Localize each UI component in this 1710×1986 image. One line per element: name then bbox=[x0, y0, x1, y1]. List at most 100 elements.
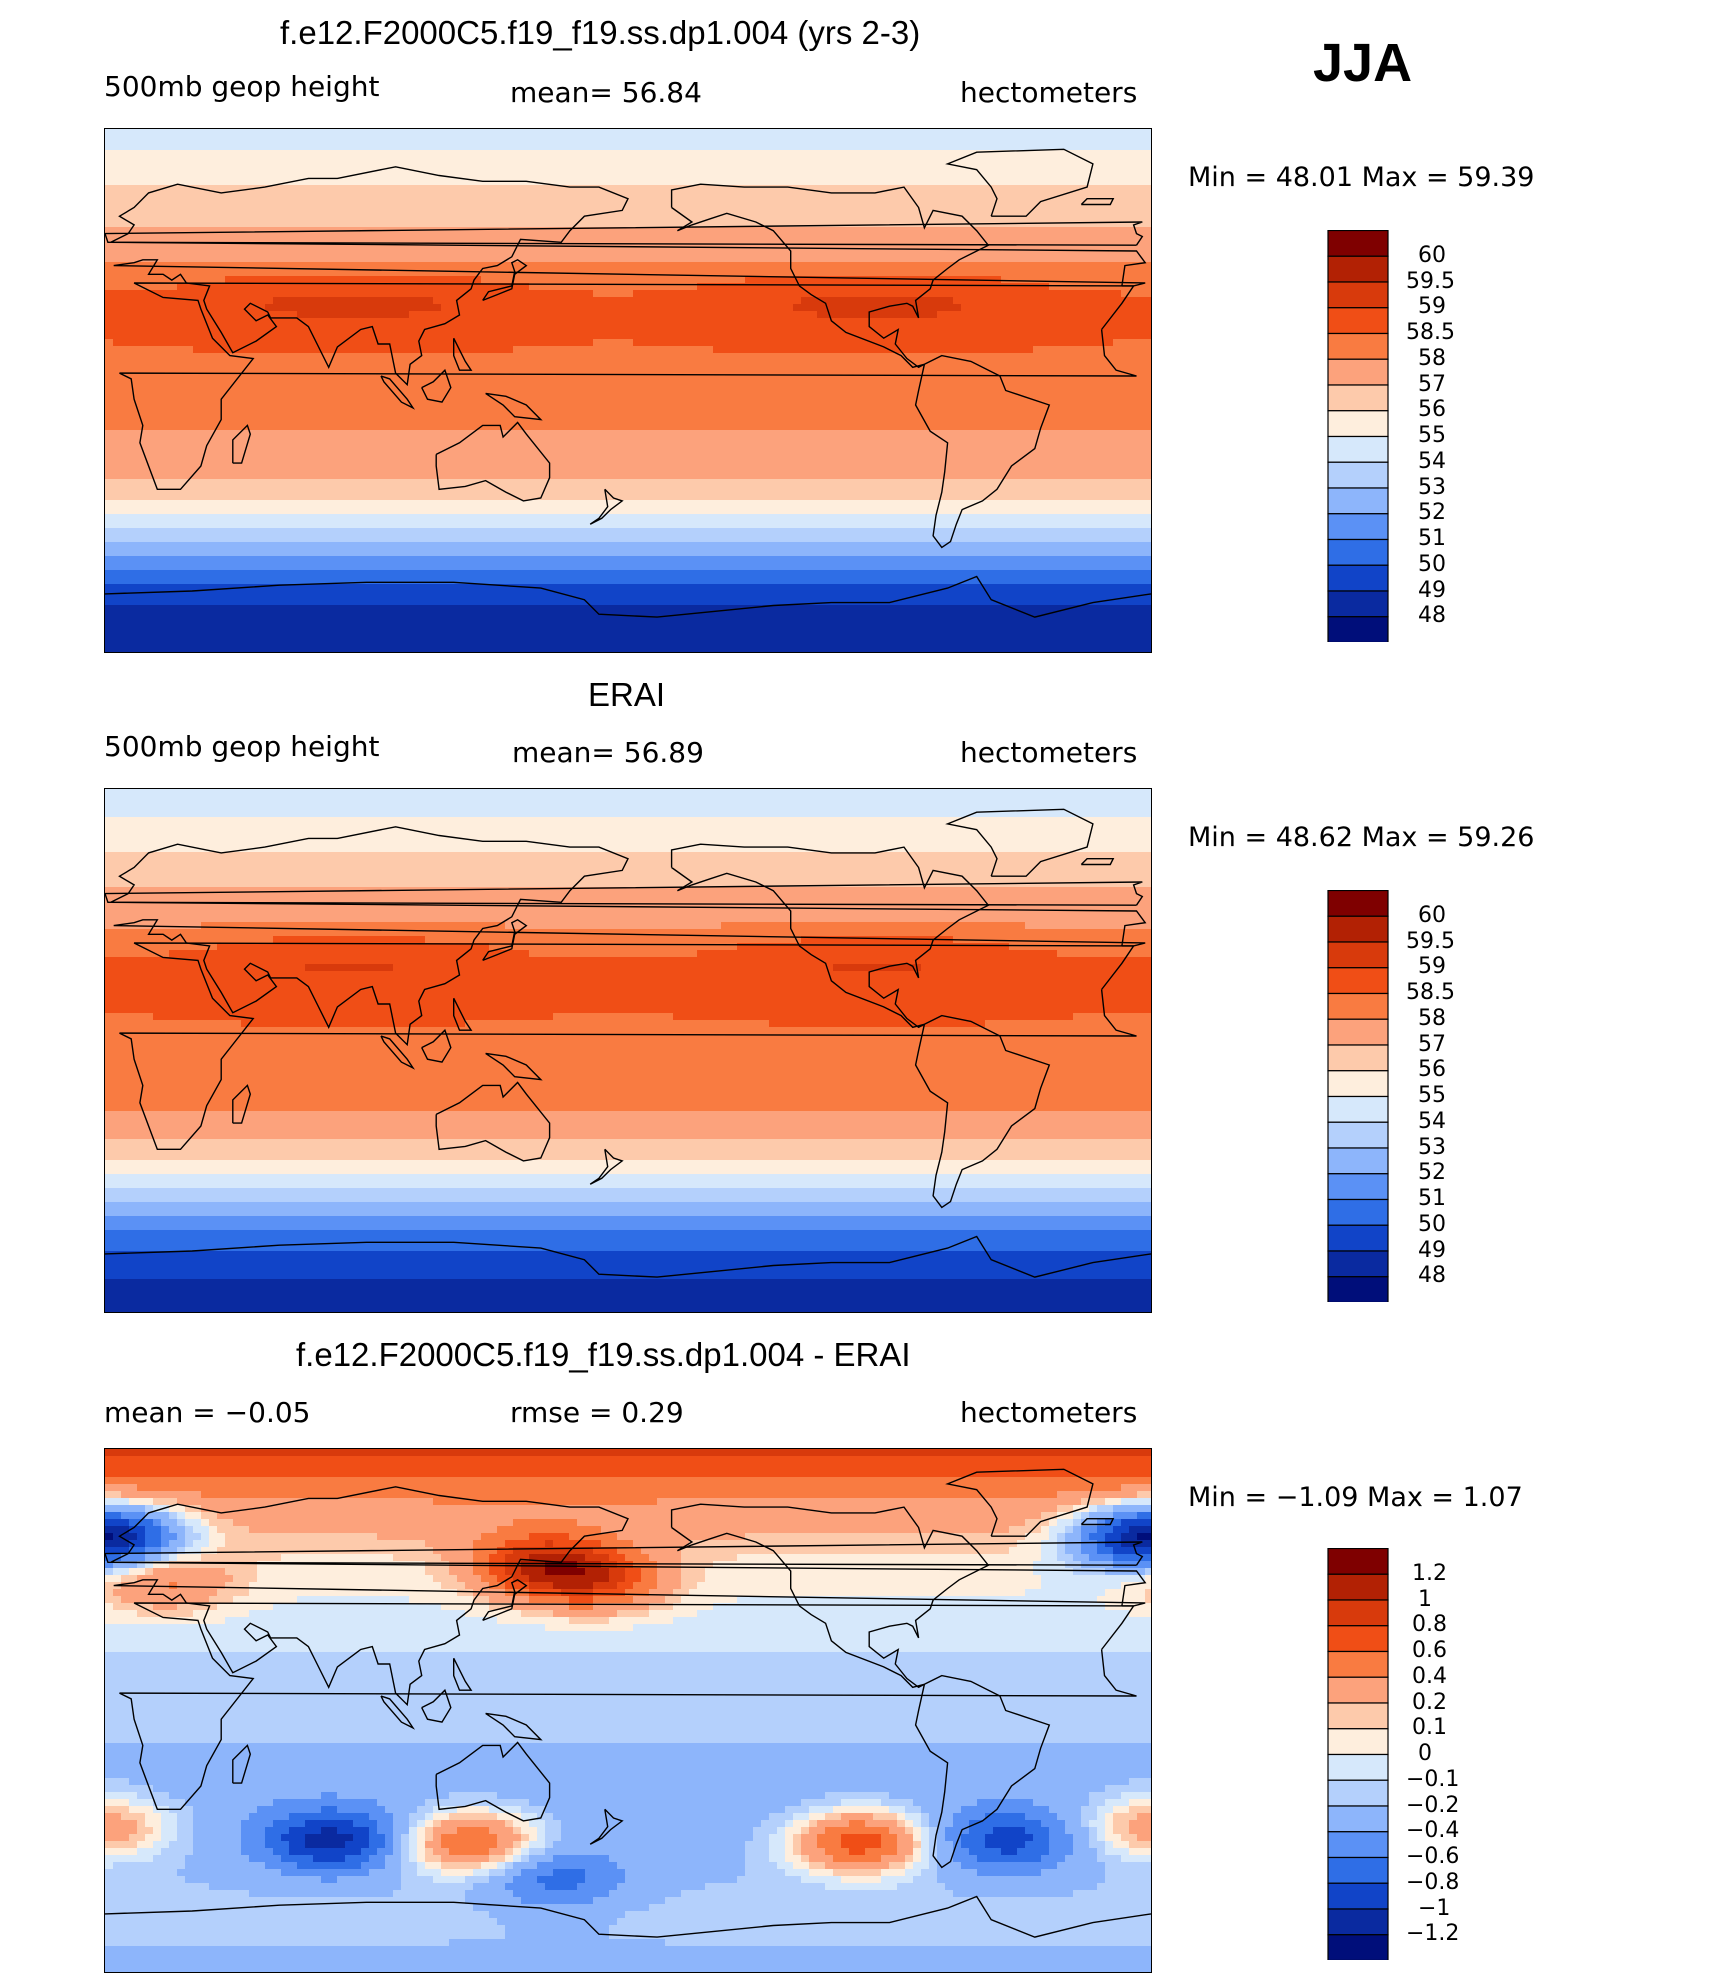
field-cell bbox=[257, 367, 266, 375]
field-cell bbox=[377, 213, 386, 221]
field-cell bbox=[921, 318, 930, 326]
field-cell bbox=[809, 276, 818, 284]
field-cell bbox=[873, 129, 882, 137]
field-cell bbox=[777, 353, 786, 361]
field-cell bbox=[993, 318, 1002, 326]
field-cell bbox=[481, 248, 490, 256]
field-cell bbox=[745, 143, 754, 151]
field-cell bbox=[553, 332, 562, 340]
field-cell bbox=[185, 136, 194, 144]
field-cell bbox=[633, 150, 642, 158]
field-cell bbox=[809, 290, 818, 298]
field-cell bbox=[953, 178, 962, 186]
field-cell bbox=[321, 339, 330, 347]
field-cell bbox=[113, 178, 122, 186]
field-cell bbox=[577, 325, 586, 333]
field-cell bbox=[185, 241, 194, 249]
field-cell bbox=[545, 318, 554, 326]
field-cell bbox=[817, 262, 826, 270]
field-cell bbox=[601, 332, 610, 340]
field-cell bbox=[785, 325, 794, 333]
field-cell bbox=[633, 255, 642, 263]
field-cell bbox=[657, 367, 666, 375]
field-cell bbox=[409, 353, 418, 361]
field-cell bbox=[561, 164, 570, 172]
field-cell bbox=[721, 206, 730, 214]
field-cell bbox=[281, 374, 290, 382]
field-cell bbox=[937, 353, 946, 361]
field-cell bbox=[521, 248, 530, 256]
field-cell bbox=[177, 262, 186, 270]
field-cell bbox=[233, 192, 242, 200]
field-cell bbox=[1145, 318, 1151, 326]
field-cell bbox=[817, 360, 826, 368]
field-cell bbox=[953, 206, 962, 214]
field-cell bbox=[561, 381, 570, 389]
field-cell bbox=[1089, 374, 1098, 382]
field-cell bbox=[585, 227, 594, 235]
field-cell bbox=[473, 297, 482, 305]
field-cell bbox=[929, 388, 938, 396]
field-cell bbox=[641, 290, 650, 298]
field-cell bbox=[513, 220, 522, 228]
field-cell bbox=[513, 185, 522, 193]
field-cell bbox=[137, 290, 146, 298]
field-cell bbox=[1025, 374, 1034, 382]
field-cell bbox=[465, 150, 474, 158]
field-cell bbox=[545, 381, 554, 389]
field-cell bbox=[545, 325, 554, 333]
field-cell bbox=[905, 185, 914, 193]
field-cell bbox=[569, 360, 578, 368]
field-cell bbox=[897, 192, 906, 200]
field-cell bbox=[513, 304, 522, 312]
field-cell bbox=[169, 227, 178, 235]
field-cell bbox=[1041, 213, 1050, 221]
field-cell bbox=[777, 297, 786, 305]
field-cell bbox=[257, 381, 266, 389]
field-cell bbox=[209, 381, 218, 389]
field-cell bbox=[881, 171, 890, 179]
field-cell bbox=[537, 360, 546, 368]
field-cell bbox=[1001, 136, 1010, 144]
field-cell bbox=[321, 164, 330, 172]
field-cell bbox=[113, 360, 122, 368]
field-cell bbox=[705, 220, 714, 228]
map-field-model bbox=[105, 129, 1151, 652]
field-cell bbox=[289, 339, 298, 347]
field-cell bbox=[825, 262, 834, 270]
field-cell bbox=[753, 164, 762, 172]
field-cell bbox=[1121, 290, 1130, 298]
field-cell bbox=[617, 178, 626, 186]
field-cell bbox=[401, 192, 410, 200]
field-cell bbox=[193, 332, 202, 340]
field-cell bbox=[273, 255, 282, 263]
field-cell bbox=[145, 171, 154, 179]
field-cell bbox=[1145, 262, 1151, 270]
field-cell bbox=[353, 381, 362, 389]
field-cell bbox=[289, 199, 298, 207]
field-cell bbox=[417, 185, 426, 193]
field-cell bbox=[913, 164, 922, 172]
field-cell bbox=[321, 353, 330, 361]
field-cell bbox=[889, 276, 898, 284]
field-cell bbox=[881, 283, 890, 291]
field-cell bbox=[673, 150, 682, 158]
field-cell bbox=[641, 367, 650, 375]
field-cell bbox=[713, 164, 722, 172]
field-cell bbox=[481, 192, 490, 200]
field-cell bbox=[513, 360, 522, 368]
field-cell bbox=[889, 227, 898, 235]
field-cell bbox=[369, 346, 378, 354]
field-cell bbox=[409, 171, 418, 179]
field-cell bbox=[577, 332, 586, 340]
field-cell bbox=[1145, 269, 1151, 277]
field-cell bbox=[881, 234, 890, 242]
field-cell bbox=[809, 213, 818, 221]
field-cell bbox=[865, 262, 874, 270]
field-cell bbox=[993, 248, 1002, 256]
field-cell bbox=[1137, 262, 1146, 270]
field-cell bbox=[337, 234, 346, 242]
field-cell bbox=[1001, 199, 1010, 207]
field-cell bbox=[313, 381, 322, 389]
field-cell bbox=[961, 192, 970, 200]
